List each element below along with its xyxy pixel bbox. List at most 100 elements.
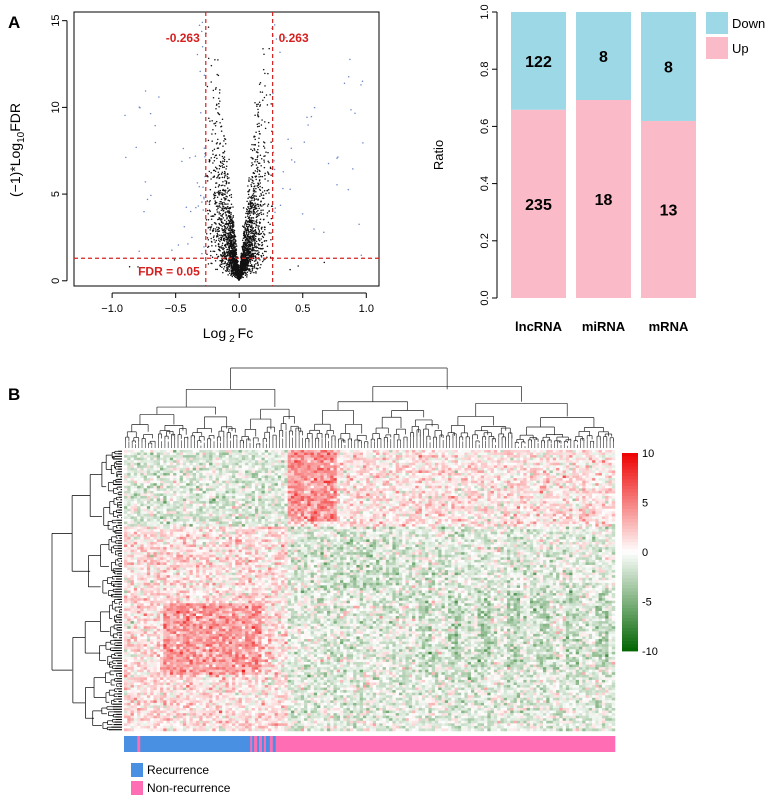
heatmap-cell <box>140 460 144 464</box>
heatmap-cell <box>470 467 475 471</box>
data-point <box>248 221 251 223</box>
heatmap-cell <box>385 467 390 471</box>
heatmap-cell <box>241 460 246 464</box>
data-point <box>221 171 224 174</box>
heatmap-cell <box>205 467 210 471</box>
data-point <box>223 207 226 210</box>
data-point <box>206 209 209 212</box>
heatmap-cell <box>209 462 213 466</box>
heatmap-cell <box>552 457 557 461</box>
data-point <box>246 244 249 246</box>
heatmap-cell <box>146 465 151 469</box>
legend-label: Down <box>732 16 765 31</box>
data-point <box>255 262 257 265</box>
data-point <box>269 223 271 226</box>
heatmap-cell <box>523 467 527 471</box>
heatmap-cell <box>258 460 262 464</box>
data-point <box>217 255 220 258</box>
heatmap-cell <box>212 460 216 464</box>
x-tick-label: 0.0 <box>232 303 247 315</box>
volcano-significant-points <box>124 21 364 257</box>
heatmap-cell <box>598 462 603 466</box>
heatmap-cell <box>222 467 226 471</box>
heatmap-cell <box>228 465 233 469</box>
data-point <box>232 215 235 217</box>
heatmap-cell <box>372 455 377 458</box>
data-point <box>248 216 251 218</box>
heatmap-cell <box>448 467 452 471</box>
heatmap-cell <box>150 452 154 456</box>
data-point <box>261 241 263 244</box>
heatmap-cell <box>529 455 534 458</box>
heatmap-cell <box>533 460 537 464</box>
heatmap-cell <box>163 457 167 461</box>
heatmap-cell <box>189 462 193 466</box>
data-point <box>222 246 224 249</box>
heatmap-cell <box>569 455 573 458</box>
data-point <box>230 271 233 273</box>
heatmap-cell <box>598 457 603 461</box>
data-point <box>257 111 260 114</box>
heatmap-cell <box>284 457 288 461</box>
heatmap-cell <box>556 465 560 469</box>
heatmap-cell <box>330 462 334 466</box>
significant-point <box>323 231 325 233</box>
data-point <box>253 230 256 232</box>
significant-point <box>183 226 186 228</box>
heatmap-cell <box>281 460 285 464</box>
data-point <box>244 274 247 276</box>
data-point <box>222 217 225 219</box>
heatmap-cell <box>323 465 328 469</box>
heatmap-cell <box>202 457 207 461</box>
heatmap-cell <box>238 465 243 469</box>
heatmap-cell <box>402 457 406 461</box>
heatmap-cell <box>310 455 315 458</box>
heatmap-cell <box>235 462 239 466</box>
heatmap-cell <box>582 460 586 464</box>
data-point <box>210 218 213 220</box>
heatmap-cell <box>156 460 161 464</box>
heatmap-cell <box>228 450 233 453</box>
heatmap-cell <box>520 460 524 464</box>
heatmap-cell <box>382 452 387 456</box>
data-point <box>257 249 259 252</box>
data-point <box>257 233 260 235</box>
heatmap-cell <box>523 457 527 461</box>
heatmap-cell <box>369 455 374 458</box>
heatmap-cell <box>356 450 360 453</box>
heatmap-cell <box>461 460 465 464</box>
data-point <box>214 228 217 230</box>
data-point <box>262 145 265 147</box>
heatmap-cell <box>232 455 236 458</box>
data-point <box>230 213 232 216</box>
data-point <box>223 266 226 268</box>
data-point <box>241 271 244 273</box>
data-point <box>256 170 259 173</box>
heatmap-cell <box>395 465 400 469</box>
data-point <box>227 242 229 245</box>
heatmap-cell <box>578 450 583 453</box>
heatmap-cell <box>526 452 531 456</box>
data-point <box>250 239 252 242</box>
data-point <box>265 151 267 153</box>
heatmap-cell <box>461 450 465 453</box>
heatmap-cell <box>196 462 200 466</box>
data-point <box>259 218 262 221</box>
data-point <box>223 244 226 247</box>
significant-point <box>203 196 205 198</box>
heatmap-cell <box>418 450 423 453</box>
heatmap-cell <box>418 455 423 458</box>
data-point <box>257 199 259 201</box>
heatmap-cell <box>222 457 226 461</box>
heatmap-cell <box>241 467 246 471</box>
data-point <box>245 208 248 210</box>
data-point <box>239 267 242 270</box>
heatmap-cell <box>232 465 236 469</box>
heatmap-cell <box>408 452 413 456</box>
heatmap-cell <box>421 452 426 456</box>
data-point <box>256 219 258 221</box>
heatmap-cell <box>209 467 213 471</box>
heatmap-cell <box>572 465 576 469</box>
significant-point <box>303 141 306 143</box>
data-point <box>255 240 258 243</box>
